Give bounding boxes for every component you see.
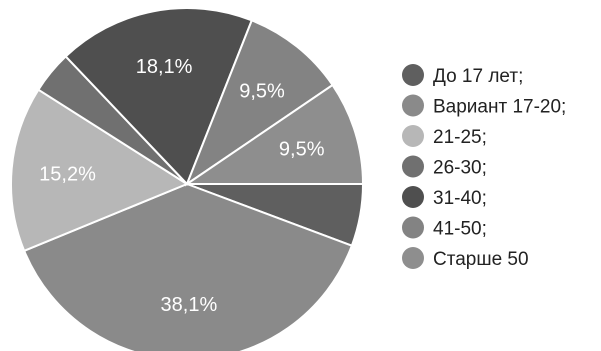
slice-value-label: 18,1%: [136, 56, 193, 78]
legend-label: 21-25;: [433, 127, 487, 148]
legend-swatch: [402, 186, 424, 208]
legend-label: Старше 50: [433, 249, 529, 270]
legend-label: 31-40;: [433, 188, 487, 209]
legend-label: Вариант 17-20;: [433, 97, 566, 118]
legend-swatch: [402, 247, 424, 269]
legend: До 17 лет; Вариант 17-20; 21-25; 26-30; 31-4…: [402, 64, 566, 270]
legend-swatch: [402, 125, 424, 147]
slice-value-label: 15,2%: [39, 164, 96, 186]
pie-slices: [10, 7, 365, 351]
pie-slice: [10, 88, 190, 253]
legend-label: 26-30;: [433, 158, 487, 179]
legend-swatch: [402, 64, 424, 86]
pie-slice: [184, 19, 334, 187]
legend-label: До 17 лет;: [433, 66, 523, 87]
legend-label: 41-50;: [433, 219, 487, 240]
slice-value-label: 9,5%: [239, 80, 285, 102]
pie-slice: [22, 182, 354, 351]
legend-swatch: [402, 216, 424, 239]
slice-value-label: 38,1%: [161, 294, 218, 316]
slice-value-label: 9,5%: [279, 139, 325, 161]
pie-slice-labels: 38,1% 15,2% 18,1% 9,5% 9,5%: [39, 56, 325, 316]
pie-slice: [64, 7, 254, 186]
pie-slice: [183, 83, 365, 185]
legend-swatch: [402, 155, 424, 178]
legend-swatch: [402, 94, 424, 117]
